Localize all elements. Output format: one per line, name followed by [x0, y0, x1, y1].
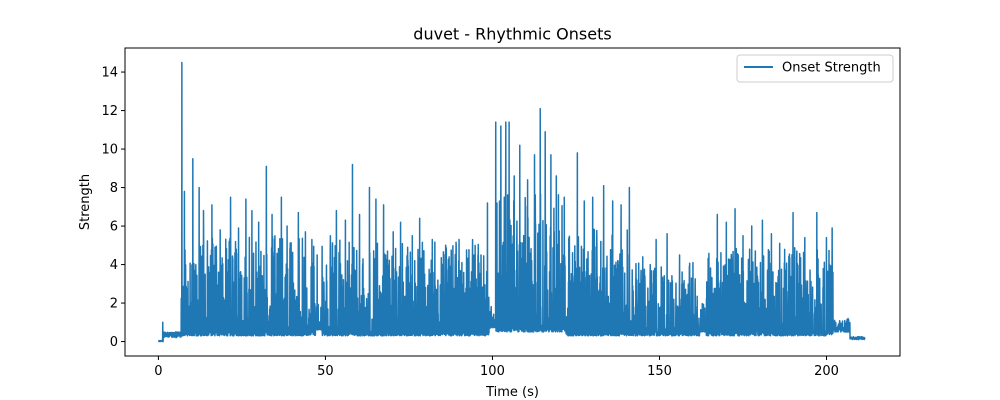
x-axis: 0 50 100 150 200 [154, 356, 839, 379]
series-line-onset-strength [157, 61, 866, 343]
y-tick-label: 6 [110, 220, 118, 235]
y-tick-label: 12 [101, 104, 118, 119]
y-tick-label: 4 [110, 258, 118, 273]
y-tick-label: 2 [110, 297, 118, 312]
x-tick-label: 100 [480, 364, 505, 379]
series-layer [157, 61, 866, 343]
plot-area [124, 47, 901, 357]
x-tick-label: 150 [647, 364, 672, 379]
x-tick-label: 200 [814, 364, 839, 379]
y-axis-label: Strength [78, 174, 93, 230]
y-tick-label: 0 [110, 335, 118, 350]
y-tick-label: 14 [101, 66, 118, 81]
legend-label-onset-strength: Onset Strength [782, 61, 881, 76]
y-axis: 0 2 4 6 8 10 12 14 [101, 66, 125, 350]
chart-title: duvet - Rhythmic Onsets [413, 25, 611, 44]
x-tick-label: 0 [154, 364, 162, 379]
x-tick-label: 50 [317, 364, 334, 379]
y-tick-label: 10 [101, 143, 118, 158]
y-tick-label: 8 [110, 181, 118, 196]
plot-frame [124, 47, 901, 357]
legend-box [736, 54, 894, 83]
legend: Onset Strength [736, 54, 894, 83]
x-axis-label: Time (s) [485, 385, 539, 400]
